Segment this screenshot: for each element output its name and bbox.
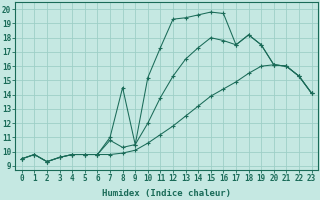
X-axis label: Humidex (Indice chaleur): Humidex (Indice chaleur) [102, 189, 231, 198]
